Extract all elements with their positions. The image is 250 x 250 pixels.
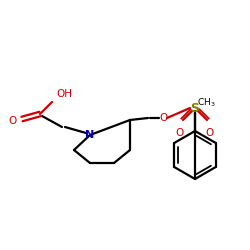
Text: O: O (159, 113, 167, 123)
Text: N: N (86, 130, 94, 140)
Text: O: O (9, 116, 17, 126)
Text: S: S (190, 102, 200, 114)
Text: OH: OH (56, 89, 72, 99)
Text: O: O (176, 128, 184, 138)
Text: CH$_3$: CH$_3$ (197, 96, 216, 109)
Text: O: O (206, 128, 214, 138)
